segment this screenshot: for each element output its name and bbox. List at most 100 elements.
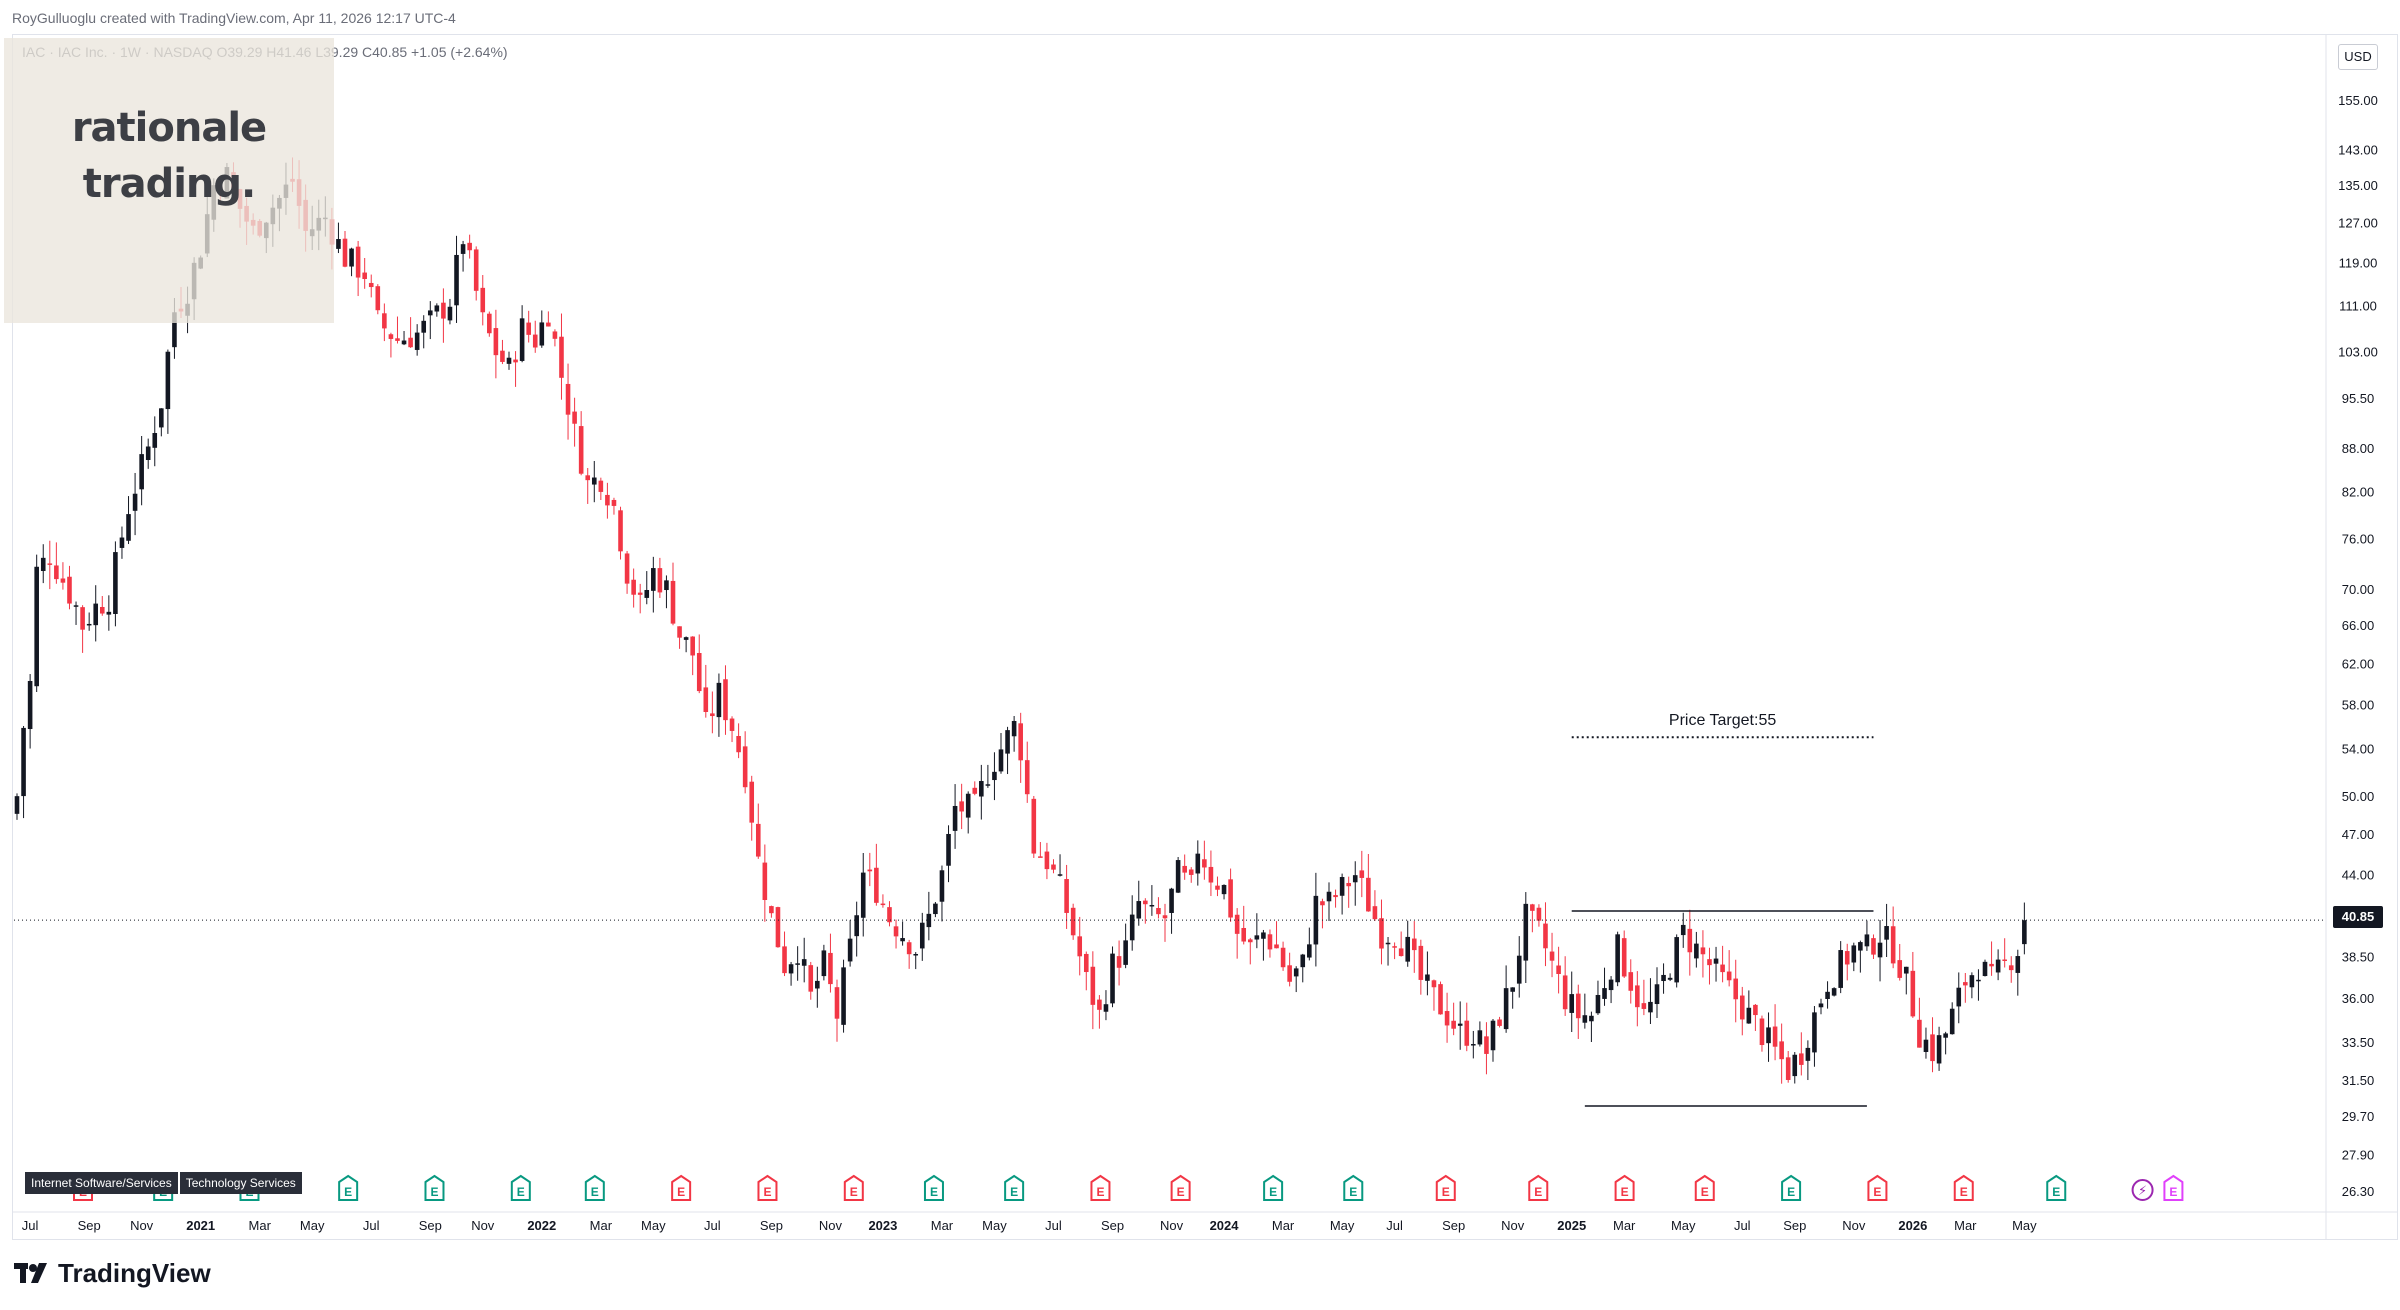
candle-body[interactable] [749, 782, 754, 823]
candle-body[interactable] [1989, 964, 1994, 966]
candle-body[interactable] [1537, 908, 1542, 921]
candle-body[interactable] [126, 514, 131, 541]
candle-body[interactable] [1550, 952, 1555, 961]
candle-body[interactable] [992, 772, 997, 780]
candle-body[interactable] [441, 303, 446, 319]
candle-body[interactable] [1202, 859, 1207, 867]
candle-body[interactable] [21, 728, 26, 796]
candle-body[interactable] [1792, 1055, 1797, 1076]
candle-body[interactable] [946, 834, 951, 866]
candle-body[interactable] [540, 322, 545, 345]
candle-body[interactable] [1025, 760, 1030, 794]
candle-body[interactable] [710, 713, 715, 716]
candle-body[interactable] [848, 939, 853, 962]
candle-body[interactable] [1865, 934, 1870, 946]
candle-body[interactable] [1445, 1011, 1450, 1025]
candle-body[interactable] [1163, 915, 1168, 918]
industry-tag[interactable]: Internet Software/Services [25, 1172, 178, 1194]
candle-body[interactable] [1655, 984, 1660, 1004]
candle-body[interactable] [1753, 1005, 1758, 1015]
candle-body[interactable] [1504, 988, 1509, 1029]
candle-body[interactable] [382, 313, 387, 328]
candle-body[interactable] [448, 307, 453, 321]
candle-body[interactable] [1832, 988, 1837, 995]
candle-body[interactable] [599, 481, 604, 492]
candle-body[interactable] [1392, 946, 1397, 948]
candle-body[interactable] [1366, 878, 1371, 912]
candle-body[interactable] [835, 987, 840, 1019]
candle-body[interactable] [166, 352, 171, 409]
candle-body[interactable] [336, 239, 341, 249]
candle-body[interactable] [1615, 934, 1620, 982]
candle-body[interactable] [152, 433, 157, 448]
candle-body[interactable] [1799, 1053, 1804, 1064]
candle-body[interactable] [1956, 988, 1961, 1007]
candle-body[interactable] [1950, 1009, 1955, 1034]
candle-body[interactable] [1622, 938, 1627, 976]
candle-body[interactable] [559, 337, 564, 378]
candle-body[interactable] [1209, 867, 1214, 883]
candle-body[interactable] [1071, 908, 1076, 935]
candle-body[interactable] [1727, 972, 1732, 981]
candle-body[interactable] [1464, 1021, 1469, 1046]
candle-body[interactable] [2016, 956, 2021, 973]
candle-body[interactable] [756, 824, 761, 857]
candle-body[interactable] [592, 478, 597, 485]
candle-body[interactable] [2022, 920, 2027, 944]
candle-body[interactable] [1609, 980, 1614, 990]
candle-body[interactable] [1530, 904, 1535, 911]
candle-body[interactable] [677, 626, 682, 637]
candle-body[interactable] [389, 334, 394, 339]
candle-body[interactable] [1642, 1003, 1647, 1009]
candle-body[interactable] [1228, 879, 1233, 917]
candle-body[interactable] [159, 408, 164, 427]
candle-body[interactable] [93, 604, 98, 626]
candle-body[interactable] [67, 577, 72, 604]
candle-body[interactable] [146, 446, 151, 459]
candle-body[interactable] [1458, 1024, 1463, 1026]
candle-body[interactable] [815, 981, 820, 989]
candle-body[interactable] [795, 963, 800, 965]
candle-body[interactable] [1005, 730, 1010, 753]
candle-body[interactable] [1432, 980, 1437, 987]
candle-body[interactable] [1386, 943, 1391, 945]
candle-body[interactable] [651, 568, 656, 591]
candle-body[interactable] [907, 942, 912, 954]
candle-body[interactable] [972, 788, 977, 794]
candle-body[interactable] [1806, 1048, 1811, 1061]
candle-body[interactable] [1497, 1019, 1502, 1025]
candle-body[interactable] [1878, 943, 1883, 958]
candle-body[interactable] [894, 926, 899, 936]
candle-body[interactable] [1471, 1044, 1476, 1046]
candle-body[interactable] [717, 683, 722, 717]
candle-body[interactable] [1628, 972, 1633, 991]
candle-body[interactable] [1051, 865, 1056, 870]
candle-body[interactable] [1589, 1016, 1594, 1021]
candle-body[interactable] [743, 746, 748, 787]
candle-body[interactable] [362, 273, 367, 279]
candle-body[interactable] [1136, 901, 1141, 918]
candle-body[interactable] [979, 781, 984, 796]
sector-tag[interactable]: Technology Services [180, 1172, 302, 1194]
candle-body[interactable] [999, 749, 1004, 771]
candle-body[interactable] [1970, 975, 1975, 987]
candle-body[interactable] [1943, 1033, 1948, 1037]
candle-body[interactable] [1674, 937, 1679, 982]
candle-body[interactable] [841, 967, 846, 1024]
candle-body[interactable] [34, 567, 39, 686]
candle-body[interactable] [1884, 926, 1889, 940]
candle-body[interactable] [631, 580, 636, 595]
candle-body[interactable] [900, 938, 905, 941]
candle-body[interactable] [1871, 938, 1876, 954]
candle-body[interactable] [100, 607, 105, 614]
candle-body[interactable] [782, 946, 787, 973]
candle-body[interactable] [513, 360, 518, 363]
candle-body[interactable] [1130, 915, 1135, 941]
candle-body[interactable] [1543, 924, 1548, 949]
candle-body[interactable] [1189, 869, 1194, 874]
candle-body[interactable] [723, 679, 728, 720]
candle-body[interactable] [986, 784, 991, 786]
candle-body[interactable] [139, 454, 144, 489]
candle-body[interactable] [1405, 937, 1410, 962]
candle-body[interactable] [133, 494, 138, 511]
